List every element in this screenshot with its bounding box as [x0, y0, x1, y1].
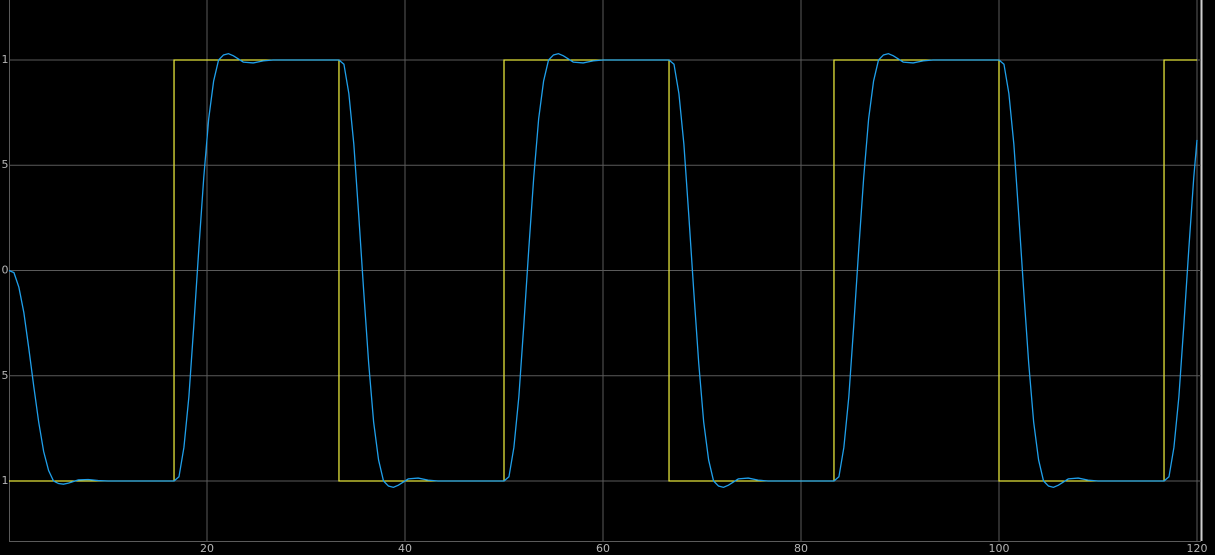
y-tick-label: 5	[2, 158, 9, 171]
x-tick-label: 120	[1187, 542, 1208, 555]
x-tick-label: 40	[398, 542, 412, 555]
x-tick-label: 20	[200, 542, 214, 555]
y-tick-label: 1	[2, 474, 9, 487]
y-tick-label: 1	[2, 53, 9, 66]
x-tick-label: 80	[794, 542, 808, 555]
signal-line	[8, 52, 1198, 489]
x-tick-label: 100	[989, 542, 1010, 555]
x-tick-label: 60	[596, 542, 610, 555]
y-tick-label: 5	[2, 369, 9, 382]
y-tick-label: 0	[2, 264, 9, 277]
signal-line	[9, 59, 1197, 482]
